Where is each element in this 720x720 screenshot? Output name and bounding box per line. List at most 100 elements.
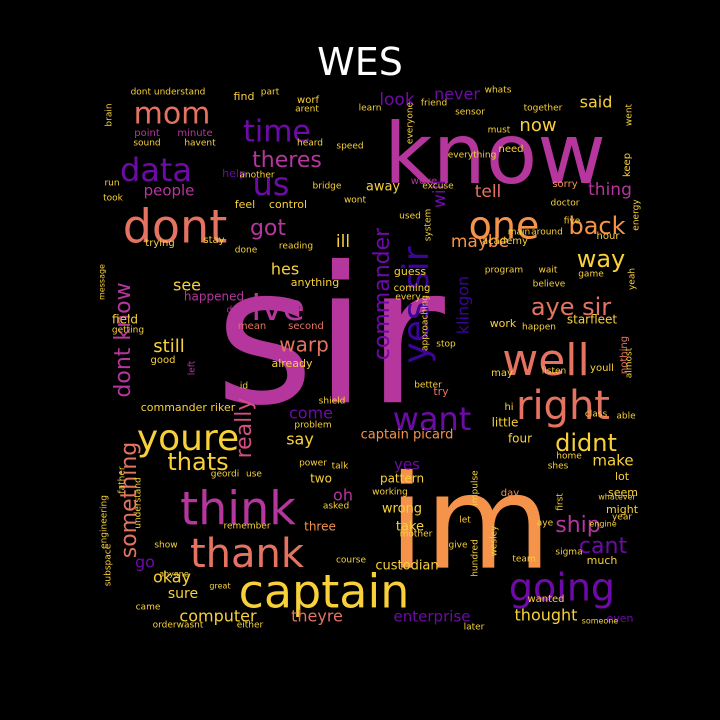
word-make: make (592, 452, 633, 470)
word-nothing: nothing (619, 336, 630, 374)
word-come: come (289, 404, 333, 423)
word-either: either (237, 621, 264, 631)
word-good: good (151, 355, 176, 366)
word-together: together (524, 104, 563, 114)
word-thats: thats (167, 448, 228, 476)
word-take: take (396, 520, 424, 535)
word-doctor: doctor (551, 199, 580, 209)
word-custodian: custodian (375, 559, 438, 574)
word-go: go (135, 553, 155, 572)
word-arent: arent (295, 105, 319, 115)
word-oh: oh (333, 486, 353, 505)
word-aye-sir: aye sir (531, 293, 611, 321)
word-hundred: hundred (471, 539, 481, 577)
word-think: think (180, 482, 296, 536)
word-see: see (173, 276, 201, 295)
word-little: little (492, 416, 519, 430)
word-everything: everything (448, 151, 497, 161)
word-already: already (271, 357, 313, 370)
word-will: will (430, 180, 450, 208)
word-wanted: wanted (527, 594, 564, 605)
word-wesley: wesley (490, 525, 500, 557)
word-starfleet: starfleet (567, 313, 618, 327)
word-still: still (153, 336, 184, 357)
word-time: time (243, 115, 311, 150)
word-believe: believe (533, 280, 566, 290)
word-dont-understand: dont understand (131, 88, 206, 98)
word-engine: engine (589, 520, 616, 529)
word-part: part (261, 88, 280, 98)
word-every: every (395, 293, 421, 303)
word-home: home (556, 452, 582, 462)
word-went: went (625, 103, 635, 126)
word-maybe: maybe (451, 232, 509, 252)
word-everyone: everyone (406, 101, 416, 144)
word-computer: computer (179, 607, 257, 626)
word-message: message (98, 264, 107, 300)
word-really: really (232, 398, 257, 459)
word-need: need (499, 144, 524, 155)
word-said: said (580, 93, 613, 112)
word-sir: sir (215, 226, 446, 447)
word-captain: captain (239, 565, 410, 619)
word-sorry: sorry (552, 179, 577, 190)
word-impulse: impulse (471, 470, 481, 506)
word-anyone: anyone (159, 570, 189, 579)
word-aye: aye (537, 519, 554, 529)
word-second: second (288, 321, 324, 332)
word-yes: yes (394, 456, 420, 474)
word-dad: dad (227, 306, 244, 316)
word-happen: happen (522, 323, 556, 333)
word-working: working (372, 488, 408, 498)
word-ive: ive (251, 288, 304, 329)
word-shes: shes (548, 462, 569, 472)
word-never: never (434, 85, 480, 104)
word-may: may (491, 368, 513, 379)
word-im: im (389, 447, 552, 599)
word-whats: whats (485, 86, 512, 96)
word-ill: ill (336, 232, 350, 252)
word-one: one (469, 204, 540, 248)
word-lot: lot (615, 470, 630, 483)
word-heard: heard (297, 139, 323, 149)
word-theyre: theyre (291, 607, 343, 626)
page-title: WES (317, 40, 403, 84)
word-captain-picard: captain picard (361, 428, 454, 443)
word-people: people (144, 182, 195, 200)
word-speed: speed (336, 142, 363, 152)
word-engineering: engineering (100, 495, 110, 549)
word-dont-know: dont know (111, 282, 136, 397)
word-sure: sure (168, 586, 198, 602)
word-stop: stop (436, 340, 456, 350)
word-anything: anything (291, 276, 340, 289)
word-system: system (424, 209, 434, 242)
word-let: let (459, 516, 471, 526)
word-five: five (564, 217, 581, 227)
word-tell: tell (475, 182, 502, 202)
word-now: now (519, 115, 556, 136)
word-learn: learn (359, 104, 382, 114)
word-back: back (568, 212, 625, 240)
word-klingon: klingon (454, 276, 473, 334)
word-sound: sound (133, 139, 160, 149)
word-run: run (104, 179, 119, 189)
word-mom: mom (134, 97, 211, 132)
word-course: course (336, 556, 367, 566)
word-worf: worf (297, 95, 319, 106)
word-guess: guess (394, 265, 426, 278)
word-use: use (246, 470, 262, 480)
word-work: work (490, 317, 517, 330)
word-another: another (239, 171, 274, 181)
word-excuse: excuse (422, 182, 454, 192)
word-well: well (502, 335, 590, 386)
word-able: able (616, 412, 636, 422)
word-used: used (399, 212, 421, 222)
word-wait: wait (539, 266, 558, 276)
word-left: left (188, 360, 198, 375)
word-point: point (134, 128, 160, 139)
word-find: find (234, 90, 255, 103)
word-great: great (209, 582, 230, 591)
word-hi: hi (504, 402, 513, 413)
word-year: year (612, 513, 632, 523)
